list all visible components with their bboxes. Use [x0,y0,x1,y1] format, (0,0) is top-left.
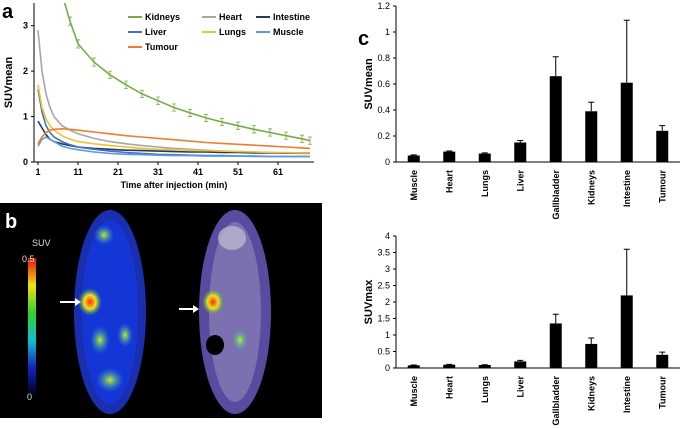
legend-label: Liver [145,27,167,37]
plot-area [37,3,312,158]
error-bar [410,154,417,156]
y-tick-label: 3 [385,264,390,274]
error-bar [517,359,524,362]
bar [478,365,491,368]
series-line [63,3,311,142]
y-tick-label: 0.8 [377,53,390,63]
bar [407,155,420,162]
x-tick-label: Kidneys [586,170,596,205]
x-tick-label: Tumour [657,376,667,409]
x-axis-label: Time after injection (min) [121,180,228,190]
x-tick-label: Lungs [480,376,490,403]
x-tick-label: Heart [444,376,454,399]
bar [514,361,527,368]
bar [656,130,669,162]
x-tick-label: 21 [113,167,123,177]
legend-label: Lungs [219,27,246,37]
colorbar-max: 0.5 [22,254,35,264]
panel-label: a [2,1,14,23]
y-tick-label: 4 [385,231,390,241]
bar [656,354,669,368]
y-tick-label: 1.2 [377,1,390,11]
error-bar [588,101,595,112]
y-tick-label: 2 [23,66,28,76]
x-tick-label: 51 [233,167,243,177]
x-tick-label: 31 [153,167,163,177]
colorbar-min: 0 [27,392,32,402]
x-tick-label: 11 [73,167,83,177]
y-tick-label: 0 [385,157,390,167]
x-tick-label: Tumour [657,170,667,203]
y-tick-label: 2.5 [377,281,390,291]
panel-label: b [5,211,17,233]
bar [620,82,633,162]
legend-label: Heart [219,12,242,22]
y-tick-label: 3.5 [377,248,390,258]
y-tick-label: 0.2 [377,131,390,141]
series-line [37,127,311,150]
colorbar [28,258,36,396]
legend-label: Tumour [145,42,178,52]
legend-label: Muscle [273,27,304,37]
x-tick-label: Muscle [409,376,419,407]
series-line [37,84,310,154]
y-tick-label: 3 [23,21,28,31]
bar [407,365,420,368]
error-bar [659,125,666,131]
y-axis-label: SUVmean [3,57,15,109]
legend-label: Kidneys [145,12,180,22]
y-tick-label: 1 [385,330,390,340]
y-tick-label: 0 [385,363,390,373]
x-tick-label: Gallbladder [551,170,561,220]
image-panel [0,203,322,418]
x-tick-label: Kidneys [586,376,596,411]
y-tick-label: 0.6 [377,79,390,89]
bar [620,295,633,368]
y-tick-label: 0 [23,157,28,167]
bar [549,323,562,368]
x-tick-label: Gallbladder [551,376,561,426]
y-tick-label: 0.5 [377,347,390,357]
x-tick-label: Intestine [622,170,632,207]
x-tick-label: Liver [515,376,525,398]
error-bar [481,152,488,154]
x-tick-label: Heart [444,170,454,193]
y-axis-label: SUVmax [363,279,375,325]
error-bar [552,56,559,77]
y-tick-label: 2 [385,297,390,307]
x-tick-label: Liver [515,170,525,192]
y-tick-label: 1 [385,27,390,37]
x-tick-label: 61 [273,167,283,177]
bar [549,76,562,162]
error-bar [552,313,559,324]
error-bar [623,248,630,296]
bar [443,364,456,368]
series-line [37,136,310,158]
legend-label: Intestine [273,12,310,22]
bar [585,111,598,162]
bar [585,343,598,368]
bar [478,153,491,162]
bar [443,151,456,162]
colorbar-label: SUV [32,238,51,248]
error-bar [588,337,595,344]
y-tick-label: 1 [23,112,28,122]
y-axis-label: SUVmean [363,58,375,110]
bar [514,142,527,162]
y-tick-label: 1.5 [377,314,390,324]
error-bar [517,140,524,143]
error-bar [308,136,312,145]
error-bar [659,351,666,355]
y-tick-label: 0.4 [377,105,390,115]
x-tick-label: Lungs [480,170,490,197]
error-bar [446,150,453,152]
x-tick-label: Intestine [622,376,632,413]
x-tick-label: 1 [35,167,40,177]
x-tick-label: Muscle [409,170,419,201]
error-bar [623,19,630,83]
x-tick-label: 41 [193,167,203,177]
panel-label: c [358,28,369,50]
